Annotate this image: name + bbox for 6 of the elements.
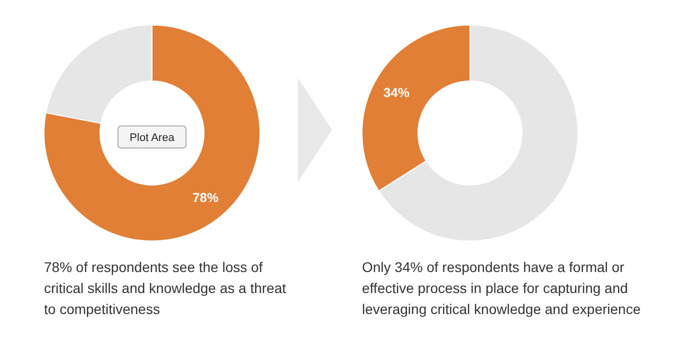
text: Plot Area	[130, 132, 176, 144]
data-label: 78%	[192, 190, 219, 206]
text: 78% of respondents see the loss of critical skills and knowledge as a threat to competitiveness	[44, 259, 286, 317]
text: Only 34% of respondents have a formal or effective process in place for capturing and leveraging critical knowledge and experience	[362, 259, 641, 317]
donut-slice	[44, 24, 260, 242]
data-label: 34%	[383, 85, 410, 100]
